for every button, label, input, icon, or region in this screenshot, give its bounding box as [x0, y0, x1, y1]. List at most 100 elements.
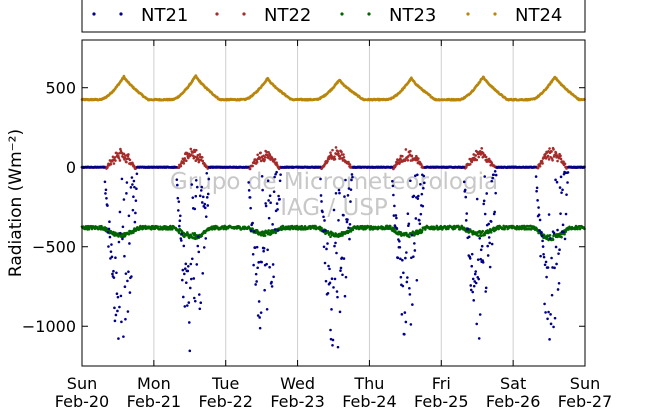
legend-box [81, 0, 586, 33]
nt21-point [542, 255, 546, 259]
nt21-point [104, 188, 108, 192]
nt21-point [200, 201, 204, 204]
nt23-point [261, 230, 264, 233]
nt21-point [477, 277, 481, 281]
nt21-point [396, 256, 400, 260]
nt21-point [543, 263, 547, 267]
y-tick-label: 0 [66, 158, 76, 177]
nt21-point [201, 195, 205, 199]
nt21-point [127, 214, 131, 218]
nt21-point [248, 196, 252, 199]
nt21-point [246, 165, 250, 169]
nt23-point [478, 229, 482, 233]
nt21-point [176, 183, 179, 187]
x-tick-label-day: Fri [432, 374, 451, 393]
nt22-point [255, 160, 259, 164]
nt21-point [123, 285, 127, 289]
nt21-point [478, 237, 482, 240]
x-tick-label-day: Mon [137, 374, 171, 393]
nt21-point [192, 296, 196, 300]
nt22-point [474, 154, 478, 157]
nt21-point [534, 165, 537, 169]
nt21-point [566, 181, 569, 184]
nt21-point [419, 183, 422, 186]
nt23-point [200, 234, 204, 238]
nt21-point [484, 286, 488, 290]
nt21-point [252, 230, 256, 233]
nt21-point [552, 325, 555, 329]
nt21-point [480, 244, 484, 248]
nt21-point [469, 284, 473, 287]
nt22-point [539, 162, 542, 165]
data-points [80, 74, 586, 353]
nt21-point [324, 229, 327, 232]
nt21-point [346, 194, 350, 197]
nt22-point [480, 147, 484, 150]
nt21-point [322, 245, 326, 249]
nt21-point [490, 179, 493, 183]
nt21-point [344, 275, 348, 279]
nt21-point [326, 242, 329, 245]
nt22-point [184, 159, 188, 163]
nt21-point [404, 256, 407, 260]
nt22-point [111, 155, 115, 159]
nt21-point [479, 257, 483, 261]
nt21-point [475, 197, 479, 201]
nt21-point [405, 280, 409, 284]
nt21-point [183, 305, 187, 308]
nt21-point [559, 212, 562, 215]
nt22-point [326, 159, 329, 163]
nt21-point [471, 277, 475, 281]
nt21-point [402, 271, 405, 275]
nt21-point [117, 337, 120, 340]
nt21-point [474, 270, 478, 273]
nt21-point [423, 181, 426, 185]
nt21-point [565, 193, 568, 196]
nt23-point [483, 233, 487, 237]
nt23-point [479, 234, 483, 238]
nt22-point [398, 161, 402, 164]
nt21-point [549, 322, 553, 326]
nt22-point [472, 153, 476, 156]
nt21-point [494, 173, 498, 177]
nt21-point [193, 299, 197, 303]
nt21-point [119, 231, 122, 235]
nt21-point [128, 291, 132, 294]
nt21-point [247, 189, 251, 192]
nt21-point [190, 257, 194, 261]
nt21-point [475, 322, 479, 326]
nt23-point [551, 238, 555, 241]
nt23-point [548, 234, 552, 237]
nt21-point [114, 313, 118, 317]
nt21-point [183, 267, 187, 271]
nt21-point [557, 281, 561, 285]
nt23-point [87, 227, 91, 231]
nt23-point [132, 231, 135, 234]
x-tick-label-date: Feb-23 [270, 392, 324, 409]
nt21-point [483, 212, 487, 216]
nt22-point [395, 160, 398, 164]
x-tick-label-date: Feb-26 [486, 392, 540, 409]
nt22-point [340, 150, 343, 154]
nt21-point [395, 227, 399, 230]
nt22-point [338, 154, 342, 158]
nt21-point [344, 178, 347, 182]
nt22-point [258, 157, 261, 161]
nt21-point [125, 181, 129, 184]
nt22-point [556, 159, 559, 163]
nt21-point [419, 212, 423, 216]
nt21-point [422, 174, 426, 178]
nt21-point [479, 248, 483, 252]
nt21-point [399, 275, 403, 279]
nt22-point [464, 166, 468, 169]
nt21-point [338, 310, 342, 314]
vertical-grid [153, 40, 514, 366]
nt21-point [266, 179, 270, 182]
nt21-point [544, 311, 547, 314]
nt22-point [183, 159, 186, 162]
nt21-point [539, 254, 542, 258]
x-tick-label-date: Feb-21 [127, 392, 181, 409]
nt21-point [545, 275, 548, 279]
nt23-point [489, 231, 493, 234]
nt21-point [110, 255, 114, 259]
